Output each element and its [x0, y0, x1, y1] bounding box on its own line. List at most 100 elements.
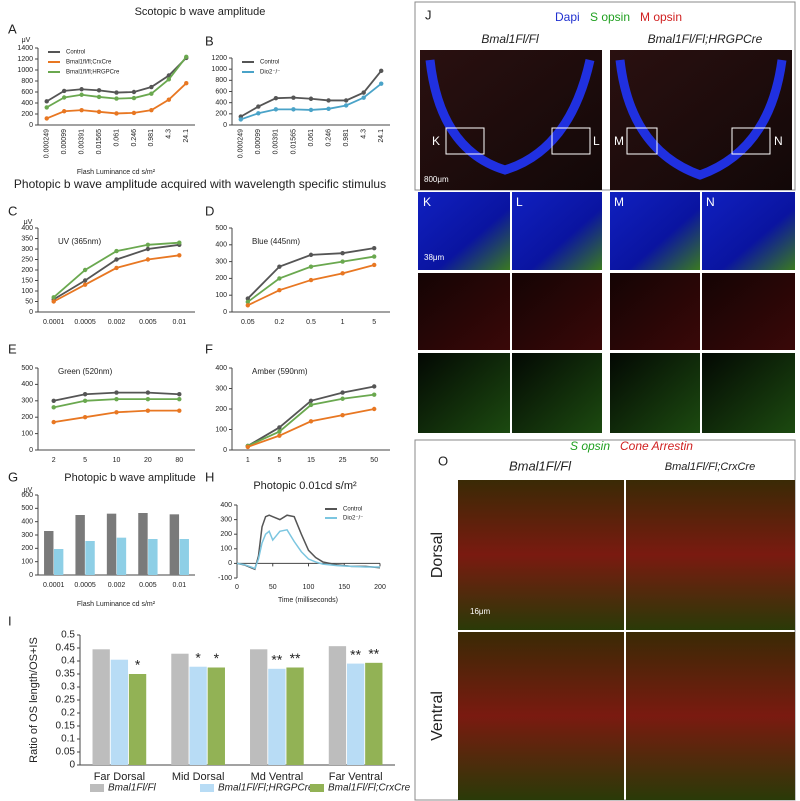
bar	[138, 513, 148, 575]
panel-letter: L	[516, 195, 523, 209]
x-tick-label: 0.01	[172, 582, 186, 589]
bar	[346, 663, 365, 765]
y-tick-label: 0.35	[56, 669, 76, 680]
retina-arc	[615, 59, 787, 180]
x-tick-label: 0.00391	[78, 129, 85, 154]
legend-label: Control	[343, 507, 362, 513]
micrograph	[702, 192, 795, 270]
panel-letter: N	[706, 195, 715, 209]
bar	[328, 646, 347, 765]
x-tick-label: 24.1	[378, 129, 385, 143]
point	[114, 111, 119, 116]
significance-label: **	[290, 650, 301, 666]
series-line	[247, 408, 375, 448]
micrograph	[626, 480, 795, 630]
significance-label: **	[350, 646, 361, 662]
y-tick-label: 0.05	[56, 747, 76, 758]
bar	[268, 668, 286, 765]
stain-label: Dapi	[555, 10, 580, 24]
micrograph	[610, 273, 700, 350]
point	[44, 105, 49, 110]
y-tick-label: 1400	[17, 45, 33, 52]
micrograph	[418, 192, 510, 270]
x-tick-label: 0.5	[306, 319, 316, 326]
point	[82, 392, 88, 397]
chart-title: Photopic 0.01cd s/m²	[253, 480, 357, 492]
point	[114, 410, 119, 415]
point	[82, 267, 88, 273]
point	[379, 68, 384, 74]
y-tick-label: 0.2	[61, 708, 75, 719]
y-tick-label: 300	[220, 516, 232, 523]
stain-label: S opsin	[590, 10, 630, 24]
y-tick-label: 200	[215, 406, 227, 413]
point	[372, 392, 377, 397]
y-axis-label: Ratio of OS length/OS+IS	[28, 637, 40, 763]
point	[308, 277, 314, 283]
x-tick-label: 0.005	[139, 319, 157, 326]
x-axis-label: Time (milliseconds)	[278, 597, 338, 604]
panel-letter: C	[8, 203, 17, 218]
point	[51, 419, 56, 425]
chart-subtitle: Green (520nm)	[58, 367, 113, 376]
point	[82, 278, 88, 283]
legend-label: Control	[66, 50, 85, 56]
bar	[92, 649, 110, 765]
x-tick-label: 50	[269, 584, 277, 591]
y-tick-label: 1000	[211, 66, 227, 73]
inset-label: M	[614, 134, 624, 148]
inset-box	[626, 127, 658, 155]
x-tick-label: 80	[175, 457, 183, 464]
point	[149, 91, 154, 96]
point	[245, 299, 250, 305]
point	[245, 296, 250, 301]
point	[82, 415, 88, 420]
y-tick-label: 0	[29, 309, 33, 316]
point	[277, 287, 282, 293]
y-tick-label: 0	[29, 122, 33, 129]
point	[277, 425, 282, 430]
scale-bar-label: 38μm	[424, 253, 445, 262]
y-tick-label: 400	[21, 519, 33, 526]
x-tick-label: 5	[83, 457, 87, 464]
bar	[85, 541, 95, 575]
bar	[148, 539, 158, 575]
y-tick-label: 400	[21, 381, 33, 388]
micrograph	[458, 480, 624, 630]
y-tick-label: 150	[21, 277, 33, 284]
y-tick-label: 400	[220, 502, 232, 509]
y-tick-label: 0	[223, 122, 227, 129]
point	[343, 103, 349, 108]
chart-title: Scotopic b wave amplitude	[135, 6, 266, 18]
point	[361, 95, 366, 100]
y-tick-label: 600	[215, 88, 227, 95]
y-tick-label: 0.1	[61, 734, 75, 745]
point	[79, 87, 84, 92]
panel-letter: O	[438, 453, 448, 468]
point	[326, 98, 331, 103]
x-tick-label: 100	[303, 584, 315, 591]
point	[273, 96, 279, 101]
point	[340, 412, 345, 418]
panel-letter: K	[423, 195, 431, 209]
y-tick-label: 50	[25, 298, 33, 305]
y-tick-label: 300	[21, 532, 33, 539]
bar	[179, 539, 189, 575]
significance-label: *	[195, 649, 201, 665]
y-tick-label: 100	[215, 292, 227, 299]
point	[145, 408, 151, 413]
x-tick-label: 0.0001	[43, 319, 65, 326]
point	[51, 299, 56, 304]
point	[340, 390, 345, 395]
series-line	[240, 82, 382, 121]
y-tick-label: 0.4	[61, 656, 75, 667]
point	[361, 90, 366, 95]
panel-letter: I	[8, 613, 12, 628]
bar	[75, 515, 85, 575]
x-tick-label: 200	[374, 584, 386, 591]
y-tick-label: 1200	[17, 56, 33, 63]
chart-subtitle: Blue (445nm)	[252, 237, 300, 246]
point	[166, 77, 172, 82]
point	[177, 392, 182, 397]
micrograph	[610, 353, 700, 433]
